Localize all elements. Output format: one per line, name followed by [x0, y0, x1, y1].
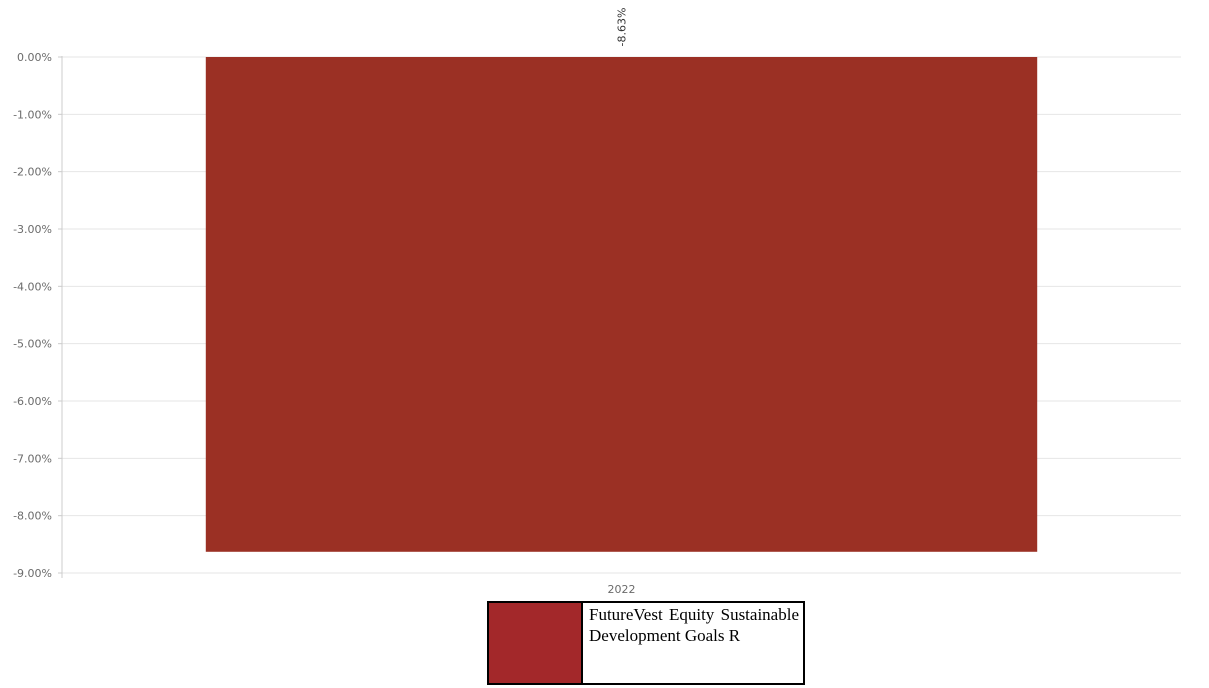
y-tick-label: -8.00% [13, 510, 52, 523]
x-tick-label: 2022 [608, 583, 636, 596]
y-tick-label: -1.00% [13, 108, 52, 121]
y-tick-label: -3.00% [13, 223, 52, 236]
legend-swatch [489, 603, 583, 683]
y-tick-label: -7.00% [13, 452, 52, 465]
y-tick-label: -5.00% [13, 338, 52, 351]
legend-label: FutureVest Equity Sustainable Develop­me… [589, 605, 799, 645]
bar [205, 57, 1038, 552]
y-tick-label: -4.00% [13, 280, 52, 293]
data-label: -8.63% [616, 8, 629, 47]
x-axis-ticks: 2022 [608, 583, 636, 596]
y-tick-label: -9.00% [13, 567, 52, 580]
y-tick-label: 0.00% [17, 51, 52, 64]
y-tick-label: -2.00% [13, 166, 52, 179]
legend: FutureVest Equity Sustainable Develop­me… [487, 601, 805, 685]
bars [205, 57, 1038, 552]
y-axis-ticks: 0.00% -1.00% -2.00% -3.00% -4.00% -5.00% -6.00… [13, 51, 62, 580]
bar-chart: 0.00% -1.00% -2.00% -3.00% -4.00% -5.00% -6.00… [13, 8, 1181, 596]
data-labels: -8.63% [616, 8, 629, 47]
y-tick-label: -6.00% [13, 395, 52, 408]
